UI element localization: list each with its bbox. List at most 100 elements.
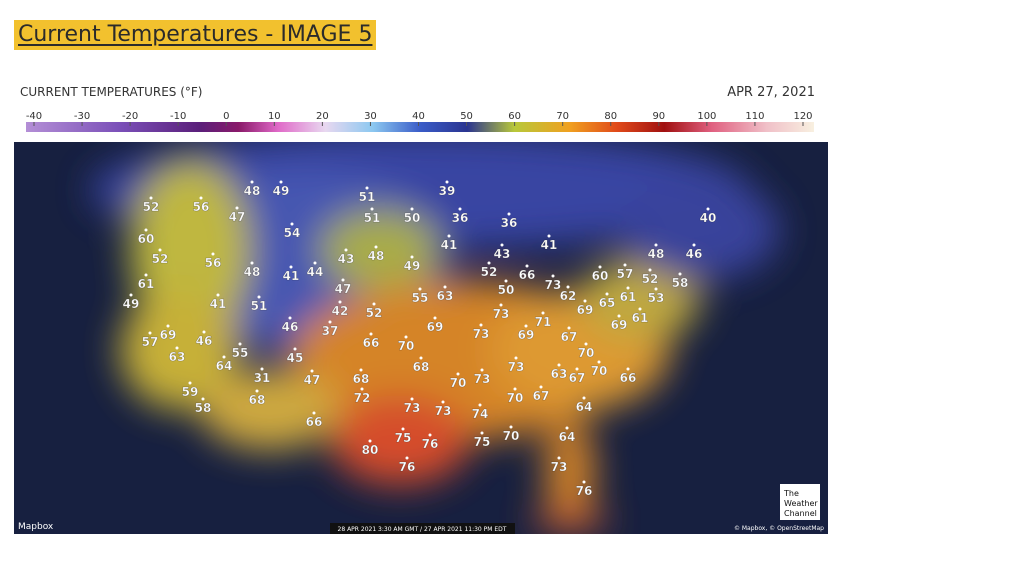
temperature-reading: 67 bbox=[533, 389, 550, 403]
station-dot bbox=[487, 261, 491, 265]
temperature-reading: 45 bbox=[287, 351, 304, 365]
station-dot bbox=[433, 316, 437, 320]
station-dot bbox=[328, 320, 332, 324]
station-dot bbox=[149, 196, 153, 200]
station-dot bbox=[235, 206, 239, 210]
scale-tick-label: 70 bbox=[556, 111, 569, 122]
temperature-reading: 70 bbox=[398, 339, 415, 353]
temperature-reading: 75 bbox=[395, 431, 412, 445]
temperature-reading: 76 bbox=[399, 460, 416, 474]
temperature-reading: 37 bbox=[322, 324, 339, 338]
scale-tick-label: 120 bbox=[793, 111, 812, 122]
temperature-reading: 52 bbox=[143, 200, 160, 214]
station-dot bbox=[692, 243, 696, 247]
temperature-reading: 31 bbox=[254, 371, 271, 385]
station-dot bbox=[368, 439, 372, 443]
temperature-reading: 57 bbox=[617, 267, 634, 281]
temperature-reading: 68 bbox=[353, 372, 370, 386]
station-dot bbox=[458, 207, 462, 211]
temperature-reading: 72 bbox=[354, 391, 371, 405]
station-dot bbox=[623, 263, 627, 267]
station-dot bbox=[370, 207, 374, 211]
scale-tick-label: -20 bbox=[122, 111, 138, 122]
temperature-reading: 70 bbox=[591, 364, 608, 378]
station-dot bbox=[706, 207, 710, 211]
temperature-reading: 51 bbox=[364, 211, 381, 225]
station-dot bbox=[419, 356, 423, 360]
temperature-reading: 75 bbox=[474, 435, 491, 449]
station-dot bbox=[648, 268, 652, 272]
station-dot bbox=[447, 234, 451, 238]
temperature-reading: 63 bbox=[437, 289, 454, 303]
color-scale bbox=[26, 122, 814, 132]
temperature-reading: 70 bbox=[507, 391, 524, 405]
station-dot bbox=[372, 302, 376, 306]
temperature-reading: 41 bbox=[541, 238, 558, 252]
temperature-reading: 73 bbox=[545, 278, 562, 292]
scale-tick-label: -30 bbox=[74, 111, 90, 122]
temperature-reading: 73 bbox=[404, 401, 421, 415]
temperature-reading: 76 bbox=[576, 484, 593, 498]
station-dot bbox=[551, 274, 555, 278]
station-dot bbox=[202, 330, 206, 334]
station-dot bbox=[567, 326, 571, 330]
scale-tick-label: 80 bbox=[604, 111, 617, 122]
station-dot bbox=[499, 303, 503, 307]
station-dot bbox=[654, 243, 658, 247]
temperature-reading: 52 bbox=[642, 272, 659, 286]
temperature-reading: 69 bbox=[518, 328, 535, 342]
station-dot bbox=[338, 300, 342, 304]
station-dot bbox=[405, 456, 409, 460]
station-dot bbox=[201, 397, 205, 401]
temperature-reading: 57 bbox=[142, 335, 159, 349]
station-dot bbox=[617, 314, 621, 318]
station-dot bbox=[513, 387, 517, 391]
temperature-reading: 41 bbox=[283, 269, 300, 283]
temperature-reading: 52 bbox=[152, 252, 169, 266]
station-dot bbox=[575, 367, 579, 371]
station-dot bbox=[539, 385, 543, 389]
temperature-reading: 71 bbox=[535, 315, 552, 329]
station-dot bbox=[211, 252, 215, 256]
temperature-reading: 39 bbox=[439, 184, 456, 198]
station-dot bbox=[583, 299, 587, 303]
station-dot bbox=[479, 323, 483, 327]
station-dot bbox=[584, 342, 588, 346]
station-dot bbox=[129, 293, 133, 297]
station-dot bbox=[344, 248, 348, 252]
timestamp: 28 APR 2021 3:30 AM GMT / 27 APR 2021 11… bbox=[338, 526, 507, 533]
map-area: 48 49 39 52 56 47 51 51 50 36 36 40 54 60 41 43 41 52 56 43… bbox=[14, 142, 828, 534]
temperature-reading: 63 bbox=[169, 350, 186, 364]
temperature-reading: 42 bbox=[332, 304, 349, 318]
station-dot bbox=[175, 346, 179, 350]
temperature-reading: 48 bbox=[648, 247, 665, 261]
station-dot bbox=[480, 431, 484, 435]
station-dot bbox=[456, 372, 460, 376]
temperature-reading: 48 bbox=[244, 184, 261, 198]
station-dot bbox=[541, 311, 545, 315]
scale-tick-label: -40 bbox=[26, 111, 42, 122]
station-dot bbox=[144, 228, 148, 232]
station-dot bbox=[199, 196, 203, 200]
temperature-reading: 70 bbox=[578, 346, 595, 360]
scale-tick-label: 90 bbox=[652, 111, 665, 122]
temperature-reading: 48 bbox=[368, 249, 385, 263]
slide-title: Current Temperatures - IMAGE 5 bbox=[14, 20, 377, 50]
temperature-reading: 69 bbox=[160, 328, 177, 342]
temperature-reading: 46 bbox=[686, 247, 703, 261]
temperature-reading: 60 bbox=[138, 232, 155, 246]
station-dot bbox=[250, 261, 254, 265]
station-dot bbox=[509, 425, 513, 429]
station-dot bbox=[582, 480, 586, 484]
station-dot bbox=[250, 180, 254, 184]
station-dot bbox=[410, 255, 414, 259]
temperature-reading: 50 bbox=[498, 283, 515, 297]
temperature-reading: 51 bbox=[251, 299, 268, 313]
station-dot bbox=[514, 356, 518, 360]
station-dot bbox=[260, 367, 264, 371]
station-dot bbox=[166, 324, 170, 328]
temperature-reading: 69 bbox=[577, 303, 594, 317]
timestamp-bg bbox=[330, 523, 515, 534]
station-dot bbox=[216, 293, 220, 297]
temperature-reading: 62 bbox=[560, 289, 577, 303]
